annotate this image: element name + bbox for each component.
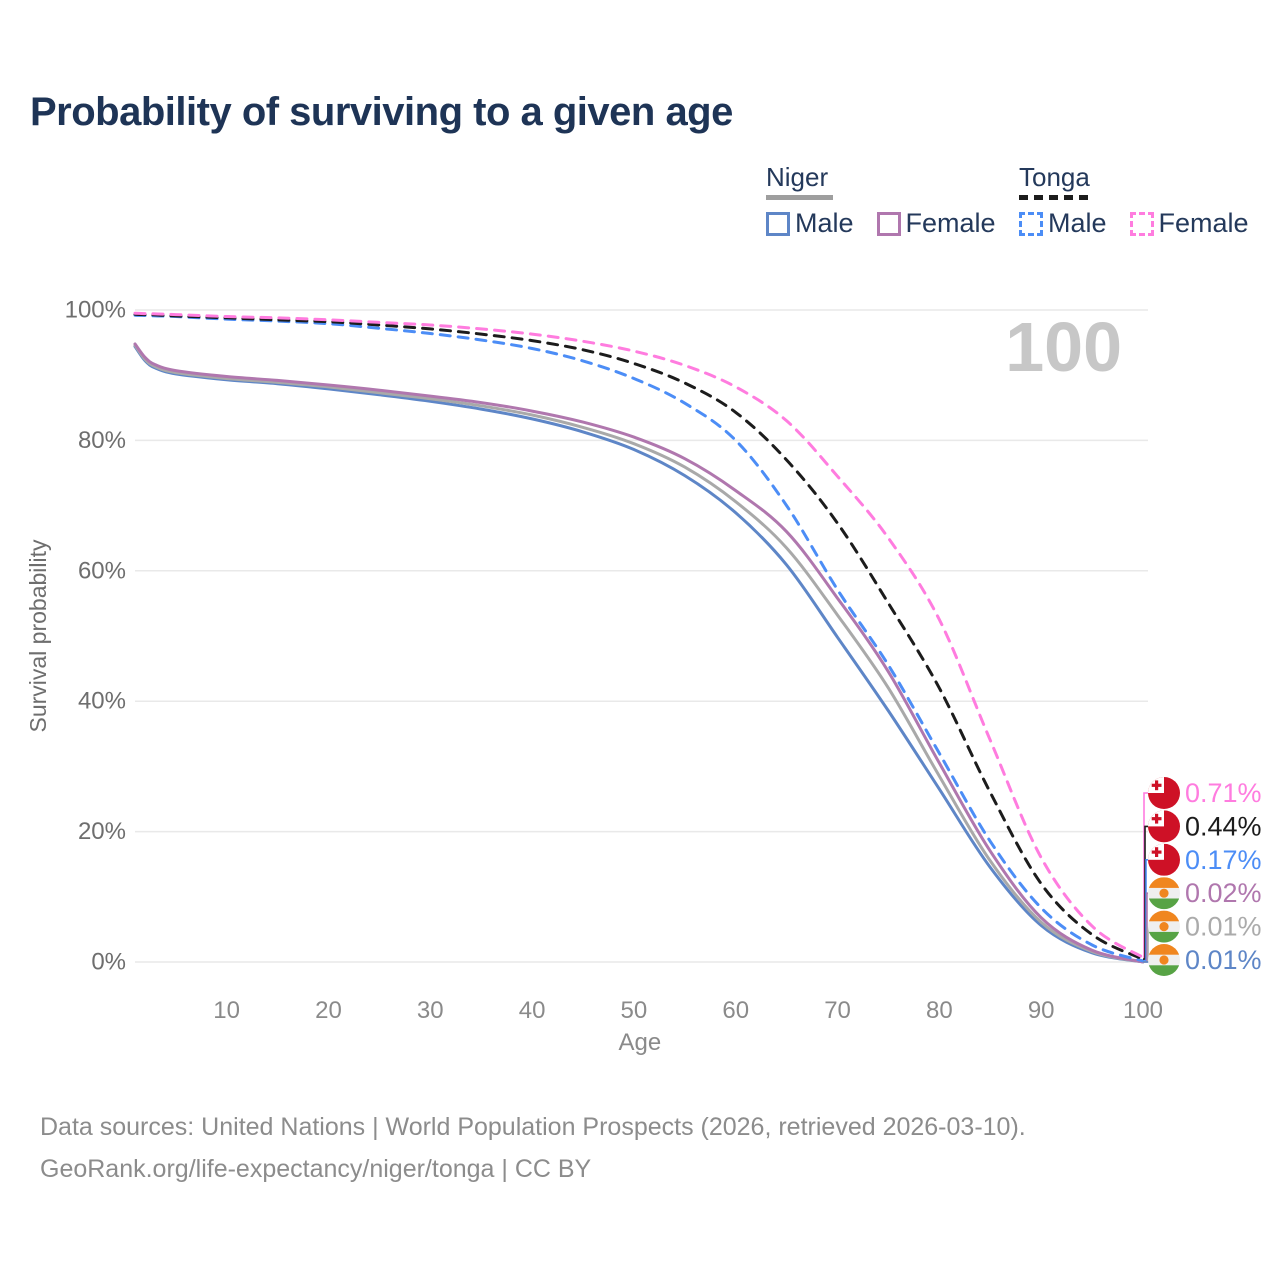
x-tick-label: 20 (315, 997, 342, 1024)
y-axis-title: Survival probability (25, 539, 51, 733)
y-tick-label: 100% (65, 297, 126, 324)
legend-label-tonga-male: Male (1048, 208, 1107, 238)
highlighted-age-watermark: 100 (1005, 308, 1122, 386)
end-value-label-tonga_both: 0.44% (1185, 811, 1262, 841)
legend-country-tonga[interactable]: Tonga (1019, 162, 1090, 192)
tonga-flag-icon (1148, 777, 1180, 809)
end-value-label-tonga_male: 0.17% (1185, 845, 1262, 875)
niger-flag-icon (1148, 877, 1180, 909)
legend-country-niger[interactable]: Niger (766, 162, 829, 192)
end-value-label-niger_male: 0.01% (1185, 945, 1262, 975)
legend-item-niger-male[interactable]: Male (766, 208, 854, 239)
x-tick-label: 10 (213, 997, 240, 1024)
x-tick-label: 60 (722, 997, 749, 1024)
legend-label-niger-female: Female (905, 208, 996, 238)
x-tick-label: 40 (519, 997, 546, 1024)
tonga-flag-icon (1148, 844, 1180, 876)
niger-male-swatch[interactable] (766, 211, 790, 236)
end-labels: 0.71%0.44% 0.17%0.02% 0.01%0.01% (1148, 777, 1262, 976)
series-line-niger_female[interactable] (133, 342, 1145, 964)
legend-group-tonga: Tonga Male Female (1019, 162, 1249, 239)
legend-label-tonga-female: Female (1158, 208, 1249, 238)
tonga-male-swatch[interactable] (1019, 211, 1043, 236)
legend-item-tonga-male[interactable]: Male (1019, 208, 1107, 239)
y-tick-label: 60% (78, 557, 126, 584)
leader-lines (1143, 792, 1150, 963)
niger-flag-icon (1148, 944, 1180, 976)
niger-female-swatch[interactable] (876, 211, 901, 236)
legend-label-niger-male: Male (795, 208, 854, 238)
end-value-label-tonga_female: 0.71% (1185, 778, 1262, 808)
tonga-female-swatch[interactable] (1129, 211, 1154, 236)
leader-line-tonga_male (1143, 859, 1148, 962)
gridlines (135, 309, 1148, 963)
legend-item-niger-female[interactable]: Female (876, 208, 996, 239)
x-axis-title: Age (619, 1029, 662, 1056)
legend-group-niger: Niger Male Female (766, 162, 996, 239)
page-title: Probability of surviving to a given age (30, 90, 733, 134)
license-line[interactable]: GeoRank.org/life-expectancy/niger/tonga … (40, 1155, 592, 1183)
x-tick-label: 50 (621, 997, 648, 1024)
y-tick-label: 40% (78, 688, 126, 715)
data-source-line: Data sources: United Nations | World Pop… (40, 1113, 1026, 1141)
source-attribution: Data sources: United Nations | World Pop… (40, 1106, 1026, 1190)
end-value-label-niger_both: 0.01% (1185, 912, 1262, 942)
y-tick-label: 0% (91, 949, 126, 976)
series-line-niger_both[interactable] (133, 343, 1145, 964)
tonga-dashed-line-swatch (1019, 195, 1094, 200)
axis-labels: 0% 20% 40% 60% 80% 100% 10 20 30 40 50 60 70 80 90 100 A… (25, 297, 1163, 1057)
legend-item-tonga-female[interactable]: Female (1129, 208, 1249, 239)
y-tick-label: 20% (78, 818, 126, 845)
x-tick-label: 30 (417, 997, 444, 1024)
x-tick-label: 100 (1123, 997, 1163, 1024)
leader-line-tonga_female (1143, 792, 1148, 959)
series-lines (133, 311, 1145, 964)
x-tick-label: 90 (1028, 997, 1055, 1024)
series-line-tonga_female[interactable] (133, 311, 1145, 959)
niger-flag-icon (1148, 911, 1180, 943)
x-tick-label: 80 (926, 997, 953, 1024)
end-value-label-niger_female: 0.02% (1185, 878, 1262, 908)
tonga-flag-icon (1148, 810, 1180, 842)
legend: Niger Male Female Tonga Male Female (766, 162, 1266, 242)
leader-line-tonga_both (1143, 825, 1148, 960)
x-tick-label: 70 (824, 997, 851, 1024)
y-tick-label: 80% (78, 427, 126, 454)
niger-solid-line-swatch (766, 195, 833, 200)
